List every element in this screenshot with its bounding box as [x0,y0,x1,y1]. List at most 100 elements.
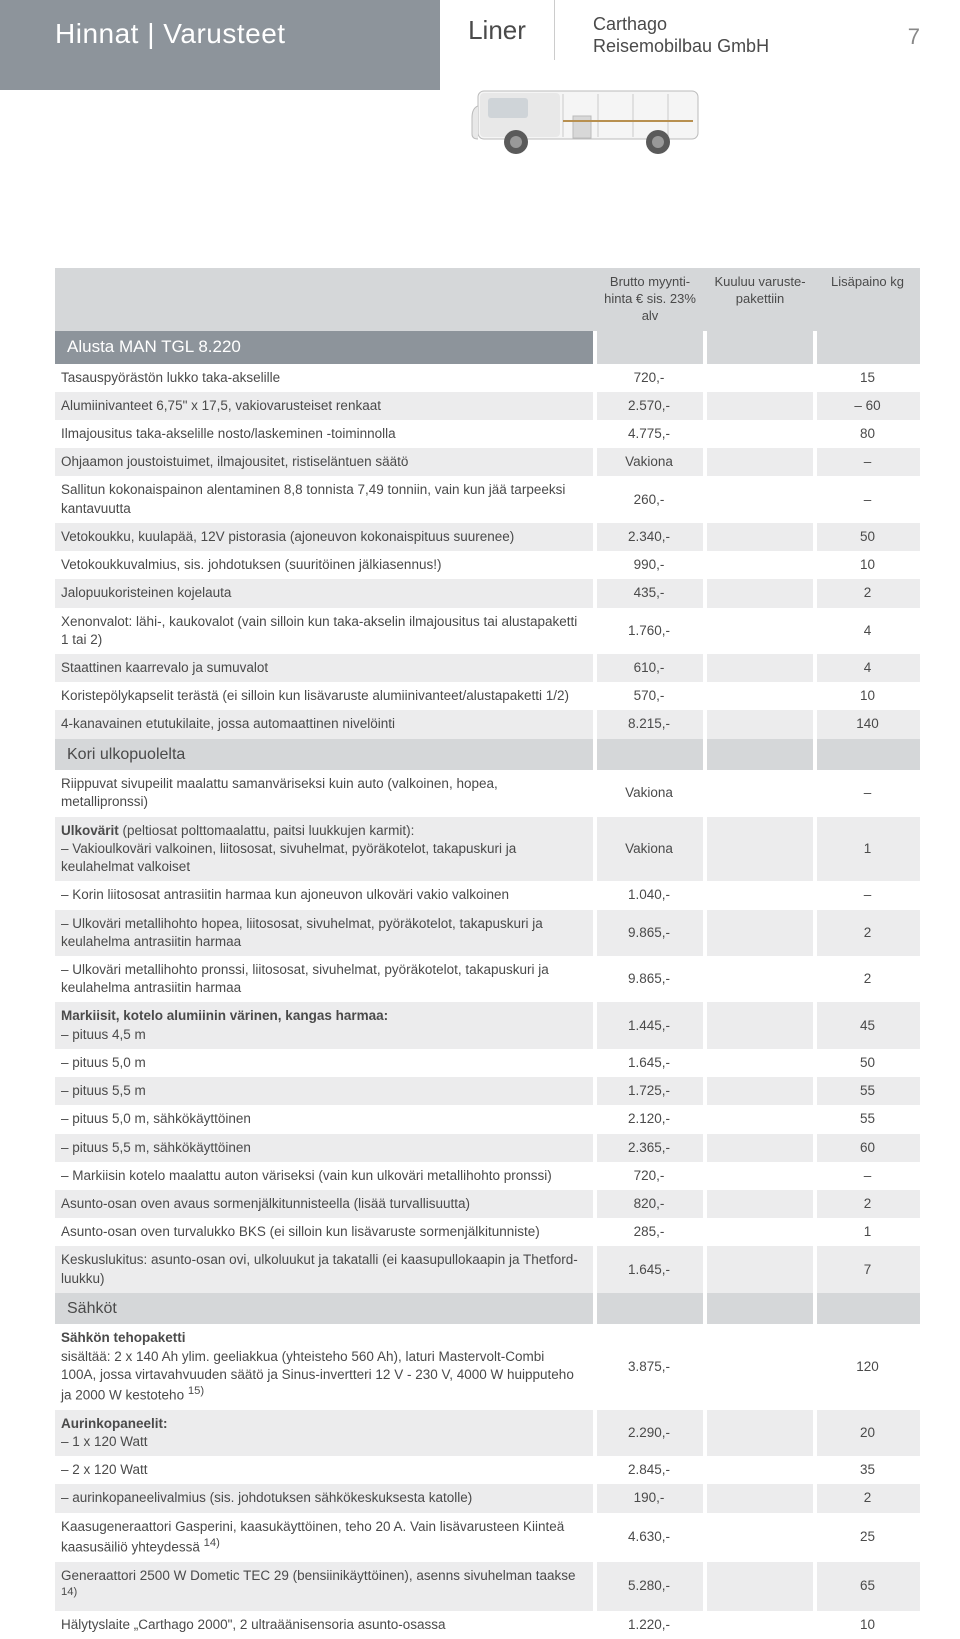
table-row: Markiisit, kotelo alumiinin värinen, kan… [55,1002,920,1048]
row-weight: 4 [815,654,920,682]
row-weight: 55 [815,1077,920,1105]
header-company: Carthago Reisemobilbau GmbH [555,0,960,57]
row-package [705,1134,815,1162]
row-weight: 50 [815,523,920,551]
spec-table: Brutto myynti-hinta € sis. 23% alv Kuulu… [55,268,920,1639]
row-desc: Aurinkopaneelit:– 1 x 120 Watt [55,1410,595,1456]
row-weight: – [815,448,920,476]
row-weight: – [815,476,920,522]
row-price: 720,- [595,1162,705,1190]
row-package [705,1456,815,1484]
table-row: – Ulkoväri metallihohto pronssi, liitoso… [55,956,920,1002]
table-row: Jalopuukoristeinen kojelauta435,-2 [55,579,920,607]
row-desc: Keskuslukitus: asunto-osan ovi, ulkoluuk… [55,1246,595,1292]
row-desc: – Korin liitososat antrasiitin harmaa ku… [55,881,595,909]
row-desc: Markiisit, kotelo alumiinin värinen, kan… [55,1002,595,1048]
row-package [705,420,815,448]
row-weight: 15 [815,364,920,392]
row-weight: 4 [815,608,920,654]
row-package [705,1484,815,1512]
row-package [705,1410,815,1456]
row-desc: Generaattori 2500 W Dometic TEC 29 (bens… [55,1562,595,1611]
row-price: 4.630,- [595,1513,705,1562]
row-price: 1.445,- [595,1002,705,1048]
row-desc: – pituus 5,0 m, sähkökäyttöinen [55,1105,595,1133]
table-row: Ulkovärit (peltiosat polttomaalattu, pai… [55,817,920,882]
page-number: 7 [908,24,920,50]
table-row: – Korin liitososat antrasiitin harmaa ku… [55,881,920,909]
row-price: 190,- [595,1484,705,1512]
row-desc: Tasauspyörästön lukko taka-akselille [55,364,595,392]
row-desc: Asunto-osan oven avaus sormenjälkitunnis… [55,1190,595,1218]
row-package [705,1218,815,1246]
row-price: 3.875,- [595,1324,705,1409]
row-price: Vakiona [595,817,705,882]
row-desc: Kaasugeneraattori Gasperini, kaasukäyttö… [55,1513,595,1562]
row-price: 1.725,- [595,1077,705,1105]
section-title: Alusta MAN TGL 8.220 [55,331,595,364]
col-header-weight: Lisäpaino kg [815,268,920,331]
header-model: Liner [450,15,544,46]
row-price: 1.220,- [595,1611,705,1639]
row-weight: – [815,881,920,909]
table-row: Sallitun kokonaispainon alentaminen 8,8 … [55,476,920,522]
table-row: 4-kanavainen etutukilaite, jossa automaa… [55,710,920,738]
row-package [705,1246,815,1292]
row-package [705,364,815,392]
row-price: 260,- [595,476,705,522]
row-desc: Ilmajousitus taka-akselille nosto/laskem… [55,420,595,448]
table-row: Tasauspyörästön lukko taka-akselille720,… [55,364,920,392]
row-price: 2.365,- [595,1134,705,1162]
col-header-desc [55,268,595,331]
row-weight: 10 [815,1611,920,1639]
row-price: 2.290,- [595,1410,705,1456]
row-price: Vakiona [595,770,705,816]
table-row: Vetokoukkuvalmius, sis. johdotuksen (suu… [55,551,920,579]
row-desc: Vetokoukku, kuulapää, 12V pistorasia (aj… [55,523,595,551]
section-row: Kori ulkopuolelta [55,739,920,771]
row-package [705,817,815,882]
row-desc: Staattinen kaarrevalo ja sumuvalot [55,654,595,682]
row-price: 1.760,- [595,608,705,654]
row-desc: Asunto-osan oven turvalukko BKS (ei sill… [55,1218,595,1246]
table-row: Aurinkopaneelit:– 1 x 120 Watt2.290,-20 [55,1410,920,1456]
row-weight: 10 [815,551,920,579]
table-row: – pituus 5,0 m1.645,-50 [55,1049,920,1077]
col-header-package: Kuuluu varuste-pakettiin [705,268,815,331]
table-row: Keskuslukitus: asunto-osan ovi, ulkoluuk… [55,1246,920,1292]
table-row: – Ulkoväri metallihohto hopea, liitososa… [55,910,920,956]
table-row: Hälytyslaite „Carthago 2000", 2 ultraään… [55,1611,920,1639]
table-row: – pituus 5,5 m1.725,-55 [55,1077,920,1105]
row-weight: 2 [815,1484,920,1512]
row-desc: Hälytyslaite „Carthago 2000", 2 ultraään… [55,1611,595,1639]
table-row: Asunto-osan oven turvalukko BKS (ei sill… [55,1218,920,1246]
row-price: 285,- [595,1218,705,1246]
row-weight: 140 [815,710,920,738]
row-price: 9.865,- [595,956,705,1002]
row-weight: – [815,1162,920,1190]
row-package [705,956,815,1002]
row-weight: 2 [815,956,920,1002]
row-weight: 80 [815,420,920,448]
table-row: – pituus 5,5 m, sähkökäyttöinen2.365,-60 [55,1134,920,1162]
header-title: Hinnat | Varusteet [0,0,440,90]
section-title: Kori ulkopuolelta [55,739,595,771]
company-line1: Carthago [593,14,960,36]
row-package [705,1190,815,1218]
company-line2: Reisemobilbau GmbH [593,36,960,58]
row-desc: Koristepölykapselit terästä (ei silloin … [55,682,595,710]
row-desc: – pituus 5,0 m [55,1049,595,1077]
row-weight: 2 [815,910,920,956]
row-desc: Sähkön tehopakettisisältää: 2 x 140 Ah y… [55,1324,595,1409]
table-row: Xenonvalot: lähi-, kaukovalot (vain sill… [55,608,920,654]
section-row: Sähköt [55,1293,920,1325]
row-package [705,1324,815,1409]
row-price: 990,- [595,551,705,579]
row-price: 9.865,- [595,910,705,956]
section-title: Sähköt [55,1293,595,1325]
row-price: 2.120,- [595,1105,705,1133]
row-package [705,881,815,909]
row-weight: 120 [815,1324,920,1409]
row-price: 820,- [595,1190,705,1218]
row-package [705,710,815,738]
